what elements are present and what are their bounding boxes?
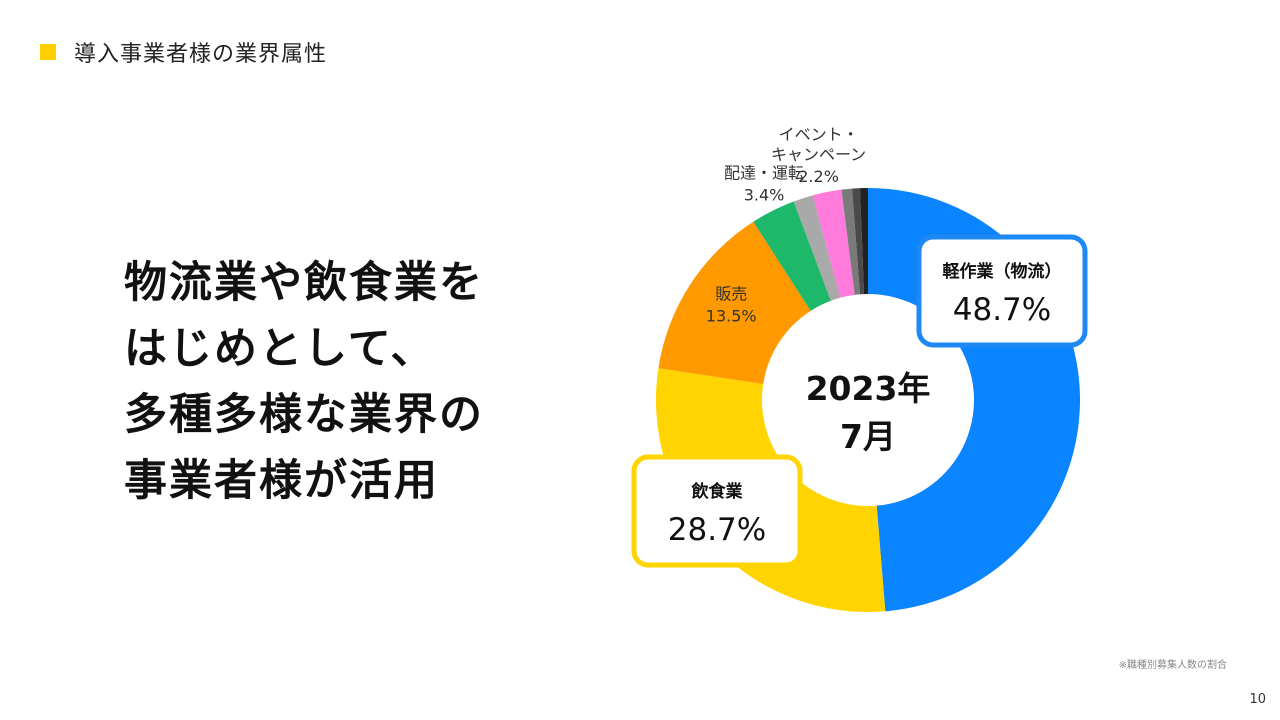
slice-label-3-0: 配達・運転 — [724, 164, 804, 183]
donut-slice-5 — [812, 189, 855, 298]
footnote: ※職種別募集人数の割合 — [1118, 660, 1227, 671]
callout-name-0: 軽作業（物流） — [943, 261, 1062, 282]
page-number: 10 — [1249, 692, 1266, 707]
callout-box-1 — [631, 454, 803, 568]
section-header: 導入事業者様の業界属性 — [40, 36, 327, 68]
slice-label-5-0: イベント・ — [779, 125, 859, 144]
slice-label-2-0: 販売 — [715, 284, 747, 303]
slice-value-2: 13.5% — [706, 306, 757, 325]
callout-box-0 — [916, 234, 1088, 348]
headline: 物流業や飲食業を はじめとして、 多種多様な業界の 事業者様が活用 — [124, 250, 484, 514]
donut-slice-7 — [852, 188, 865, 295]
center-label-month: 7月 — [840, 417, 896, 456]
donut-slice-6 — [841, 188, 861, 295]
slice-value-3: 3.4% — [744, 186, 785, 205]
slice-label-5-1: キャンペーン — [771, 145, 866, 164]
callout-value-1: 28.7% — [668, 512, 766, 548]
donut-slice-8 — [860, 188, 868, 295]
headline-line-4: 事業者様が活用 — [124, 456, 439, 506]
center-label-year: 2023年 — [806, 369, 931, 408]
callout-name-1: 飲食業 — [691, 481, 743, 502]
section-square-icon — [40, 44, 56, 60]
slice-value-5: 2.2% — [798, 167, 839, 186]
callout-value-0: 48.7% — [953, 292, 1051, 328]
donut-slice-2 — [658, 221, 811, 385]
donut-slice-4 — [793, 195, 841, 301]
headline-line-1: 物流業や飲食業を — [124, 258, 484, 308]
section-title: 導入事業者様の業界属性 — [74, 42, 328, 67]
donut-slice-3 — [753, 201, 831, 311]
headline-line-2: はじめとして、 — [124, 324, 436, 374]
headline-line-3: 多種多様な業界の — [124, 390, 484, 440]
